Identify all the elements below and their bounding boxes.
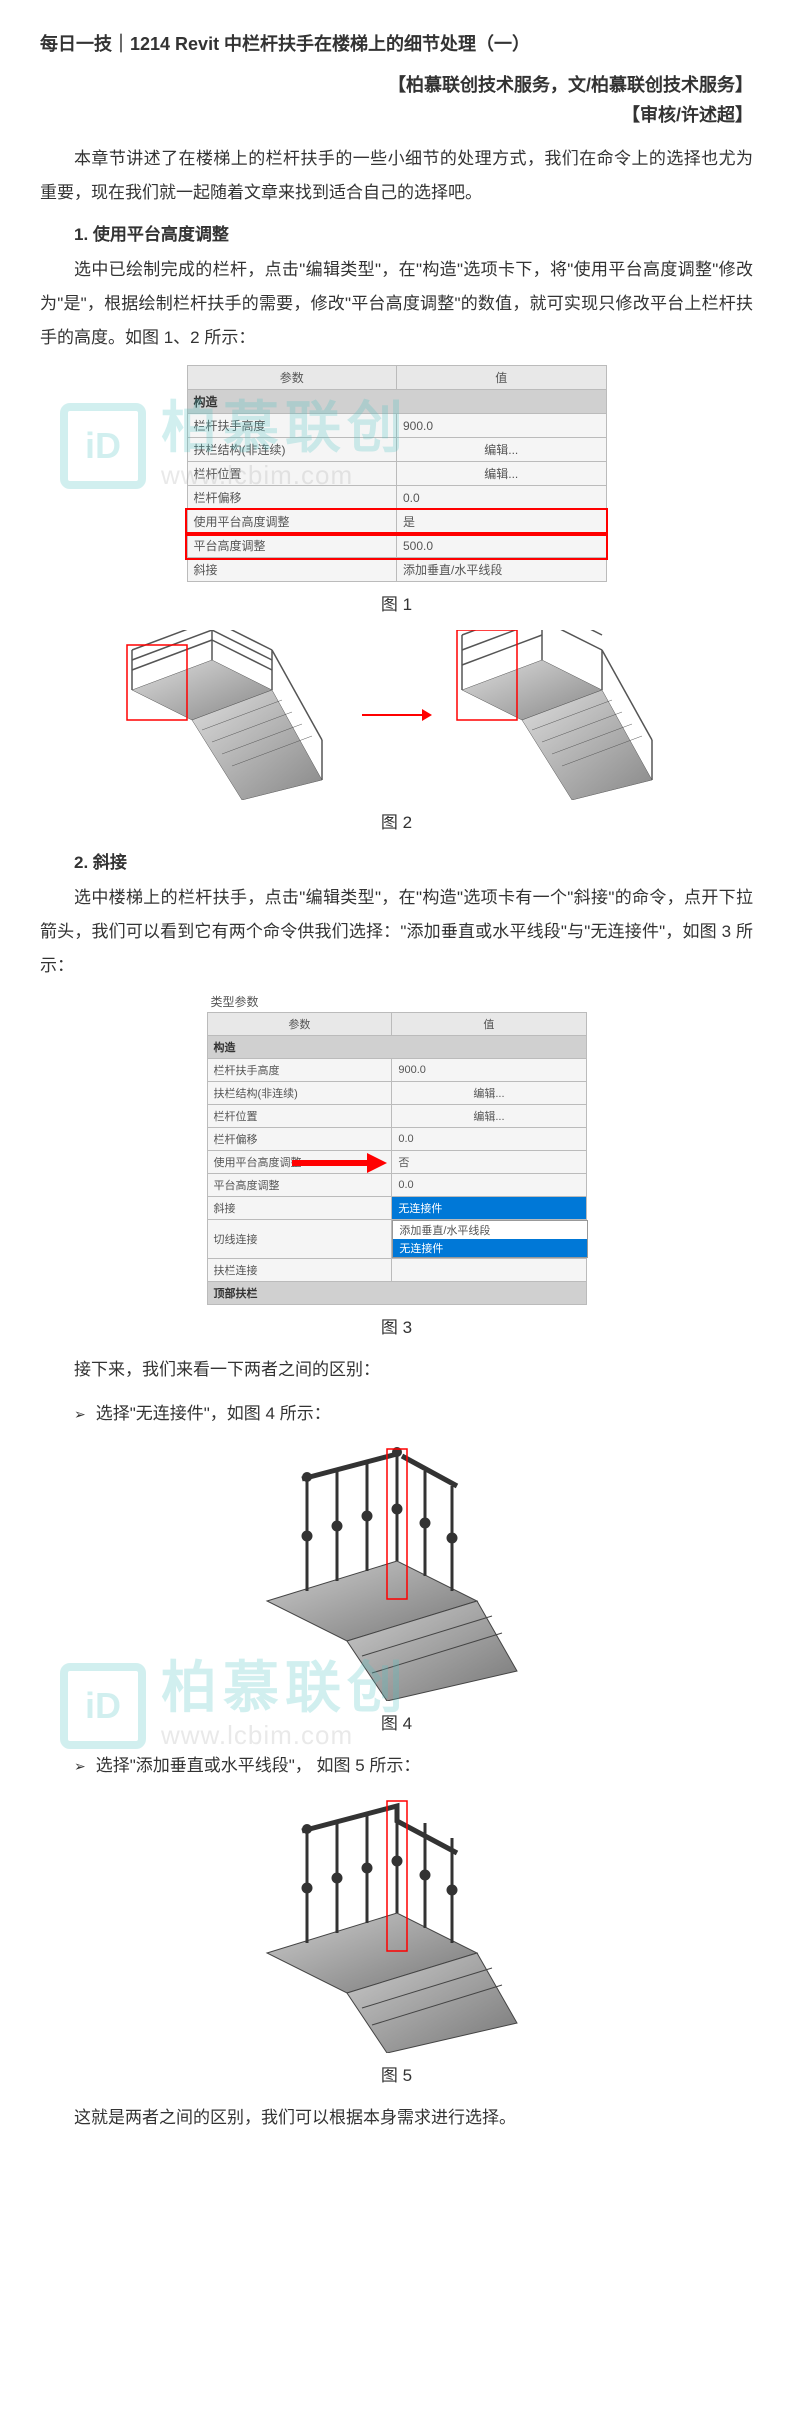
next-line: 接下来，我们来看一下两者之间的区别： <box>40 1353 753 1387</box>
table-row-dropdown: 斜接无连接件 <box>207 1197 586 1220</box>
figure-4-caption: 图 4 <box>381 1709 412 1734</box>
figure-3-table: 参数 值 构造 栏杆扶手高度900.0 扶栏结构(非连续)编辑... 栏杆位置编… <box>207 1012 587 1305</box>
section-1-body: 选中已绘制完成的栏杆，点击"编辑类型"，在"构造"选项卡下，将"使用平台高度调整… <box>40 253 753 355</box>
stair-right-icon <box>452 630 672 800</box>
figure-1-caption: 图 1 <box>381 590 412 615</box>
arrow-icon <box>362 705 432 725</box>
table-row: 切线连接 添加垂直/水平线段 无连接件 <box>207 1220 586 1259</box>
red-arrow-icon <box>287 1148 387 1178</box>
figure-2-caption: 图 2 <box>381 808 412 833</box>
stair-fig5-icon <box>247 1793 547 2053</box>
fig3-title: 类型参数 <box>207 993 587 1010</box>
table-row: 使用平台高度调整否 <box>207 1151 586 1174</box>
table-row: 扶栏结构(非连续)编辑... <box>187 438 606 462</box>
table-row: 栏杆偏移0.0 <box>207 1128 586 1151</box>
figure-3-caption: 图 3 <box>381 1313 412 1338</box>
table-row: 扶栏结构(非连续)编辑... <box>207 1082 586 1105</box>
table-row: 栏杆偏移0.0 <box>187 486 606 510</box>
stair-fig4-icon <box>247 1441 547 1701</box>
table-row: 栏杆位置编辑... <box>207 1105 586 1128</box>
group-cell: 构造 <box>207 1036 586 1059</box>
col-header-param: 参数 <box>207 1013 392 1036</box>
col-header-value: 值 <box>392 1013 586 1036</box>
group-cell: 顶部扶栏 <box>207 1282 586 1305</box>
bullet-1: ➢选择"无连接件"，如图 4 所示： <box>40 1397 753 1431</box>
dropdown-option-highlighted: 无连接件 <box>393 1239 586 1257</box>
reviewer: 【审核/许述超】 <box>40 101 753 127</box>
col-header-param: 参数 <box>187 366 397 390</box>
page-title: 每日一技｜1214 Revit 中栏杆扶手在楼梯上的细节处理（一） <box>40 30 753 56</box>
dropdown-option: 添加垂直/水平线段 <box>393 1221 586 1239</box>
table-row-highlighted: 平台高度调整500.0 <box>187 534 606 558</box>
table-row: 栏杆扶手高度900.0 <box>187 414 606 438</box>
table-row-highlighted: 使用平台高度调整是 <box>187 510 606 534</box>
table-row: 斜接添加垂直/水平线段 <box>187 558 606 582</box>
col-header-value: 值 <box>397 366 607 390</box>
table-row: 平台高度调整0.0 <box>207 1174 586 1197</box>
intro-paragraph: 本章节讲述了在楼梯上的栏杆扶手的一些小细节的处理方式，我们在命令上的选择也尤为重… <box>40 142 753 210</box>
table-row: 栏杆位置编辑... <box>187 462 606 486</box>
stair-left-icon <box>122 630 342 800</box>
figure-3: 类型参数 参数 值 构造 栏杆扶手高度900.0 扶栏结构(非连续)编辑... … <box>40 993 753 1338</box>
section-2-heading: 2. 斜接 <box>40 848 753 873</box>
section-1-heading: 1. 使用平台高度调整 <box>40 220 753 245</box>
figure-2: 图 2 <box>40 630 753 833</box>
byline: 【柏慕联创技术服务，文/柏慕联创技术服务】 <box>40 71 753 97</box>
figure-4: 图 4 <box>40 1441 753 1734</box>
triangle-bullet-icon: ➢ <box>74 1752 86 1780</box>
triangle-bullet-icon: ➢ <box>74 1400 86 1428</box>
bullet-2: ➢选择"添加垂直或水平线段"， 如图 5 所示： <box>40 1749 753 1783</box>
figure-5: 图 5 <box>40 1793 753 2086</box>
figure-1-table: 参数 值 构造 栏杆扶手高度900.0 扶栏结构(非连续)编辑... 栏杆位置编… <box>187 365 607 582</box>
closing-paragraph: 这就是两者之间的区别，我们可以根据本身需求进行选择。 <box>40 2101 753 2135</box>
figure-1: 参数 值 构造 栏杆扶手高度900.0 扶栏结构(非连续)编辑... 栏杆位置编… <box>40 365 753 615</box>
figure-5-caption: 图 5 <box>381 2061 412 2086</box>
table-row: 扶栏连接 <box>207 1259 586 1282</box>
table-row: 栏杆扶手高度900.0 <box>207 1059 586 1082</box>
group-cell: 构造 <box>187 390 606 414</box>
section-2-body: 选中楼梯上的栏杆扶手，点击"编辑类型"，在"构造"选项卡有一个"斜接"的命令，点… <box>40 881 753 983</box>
